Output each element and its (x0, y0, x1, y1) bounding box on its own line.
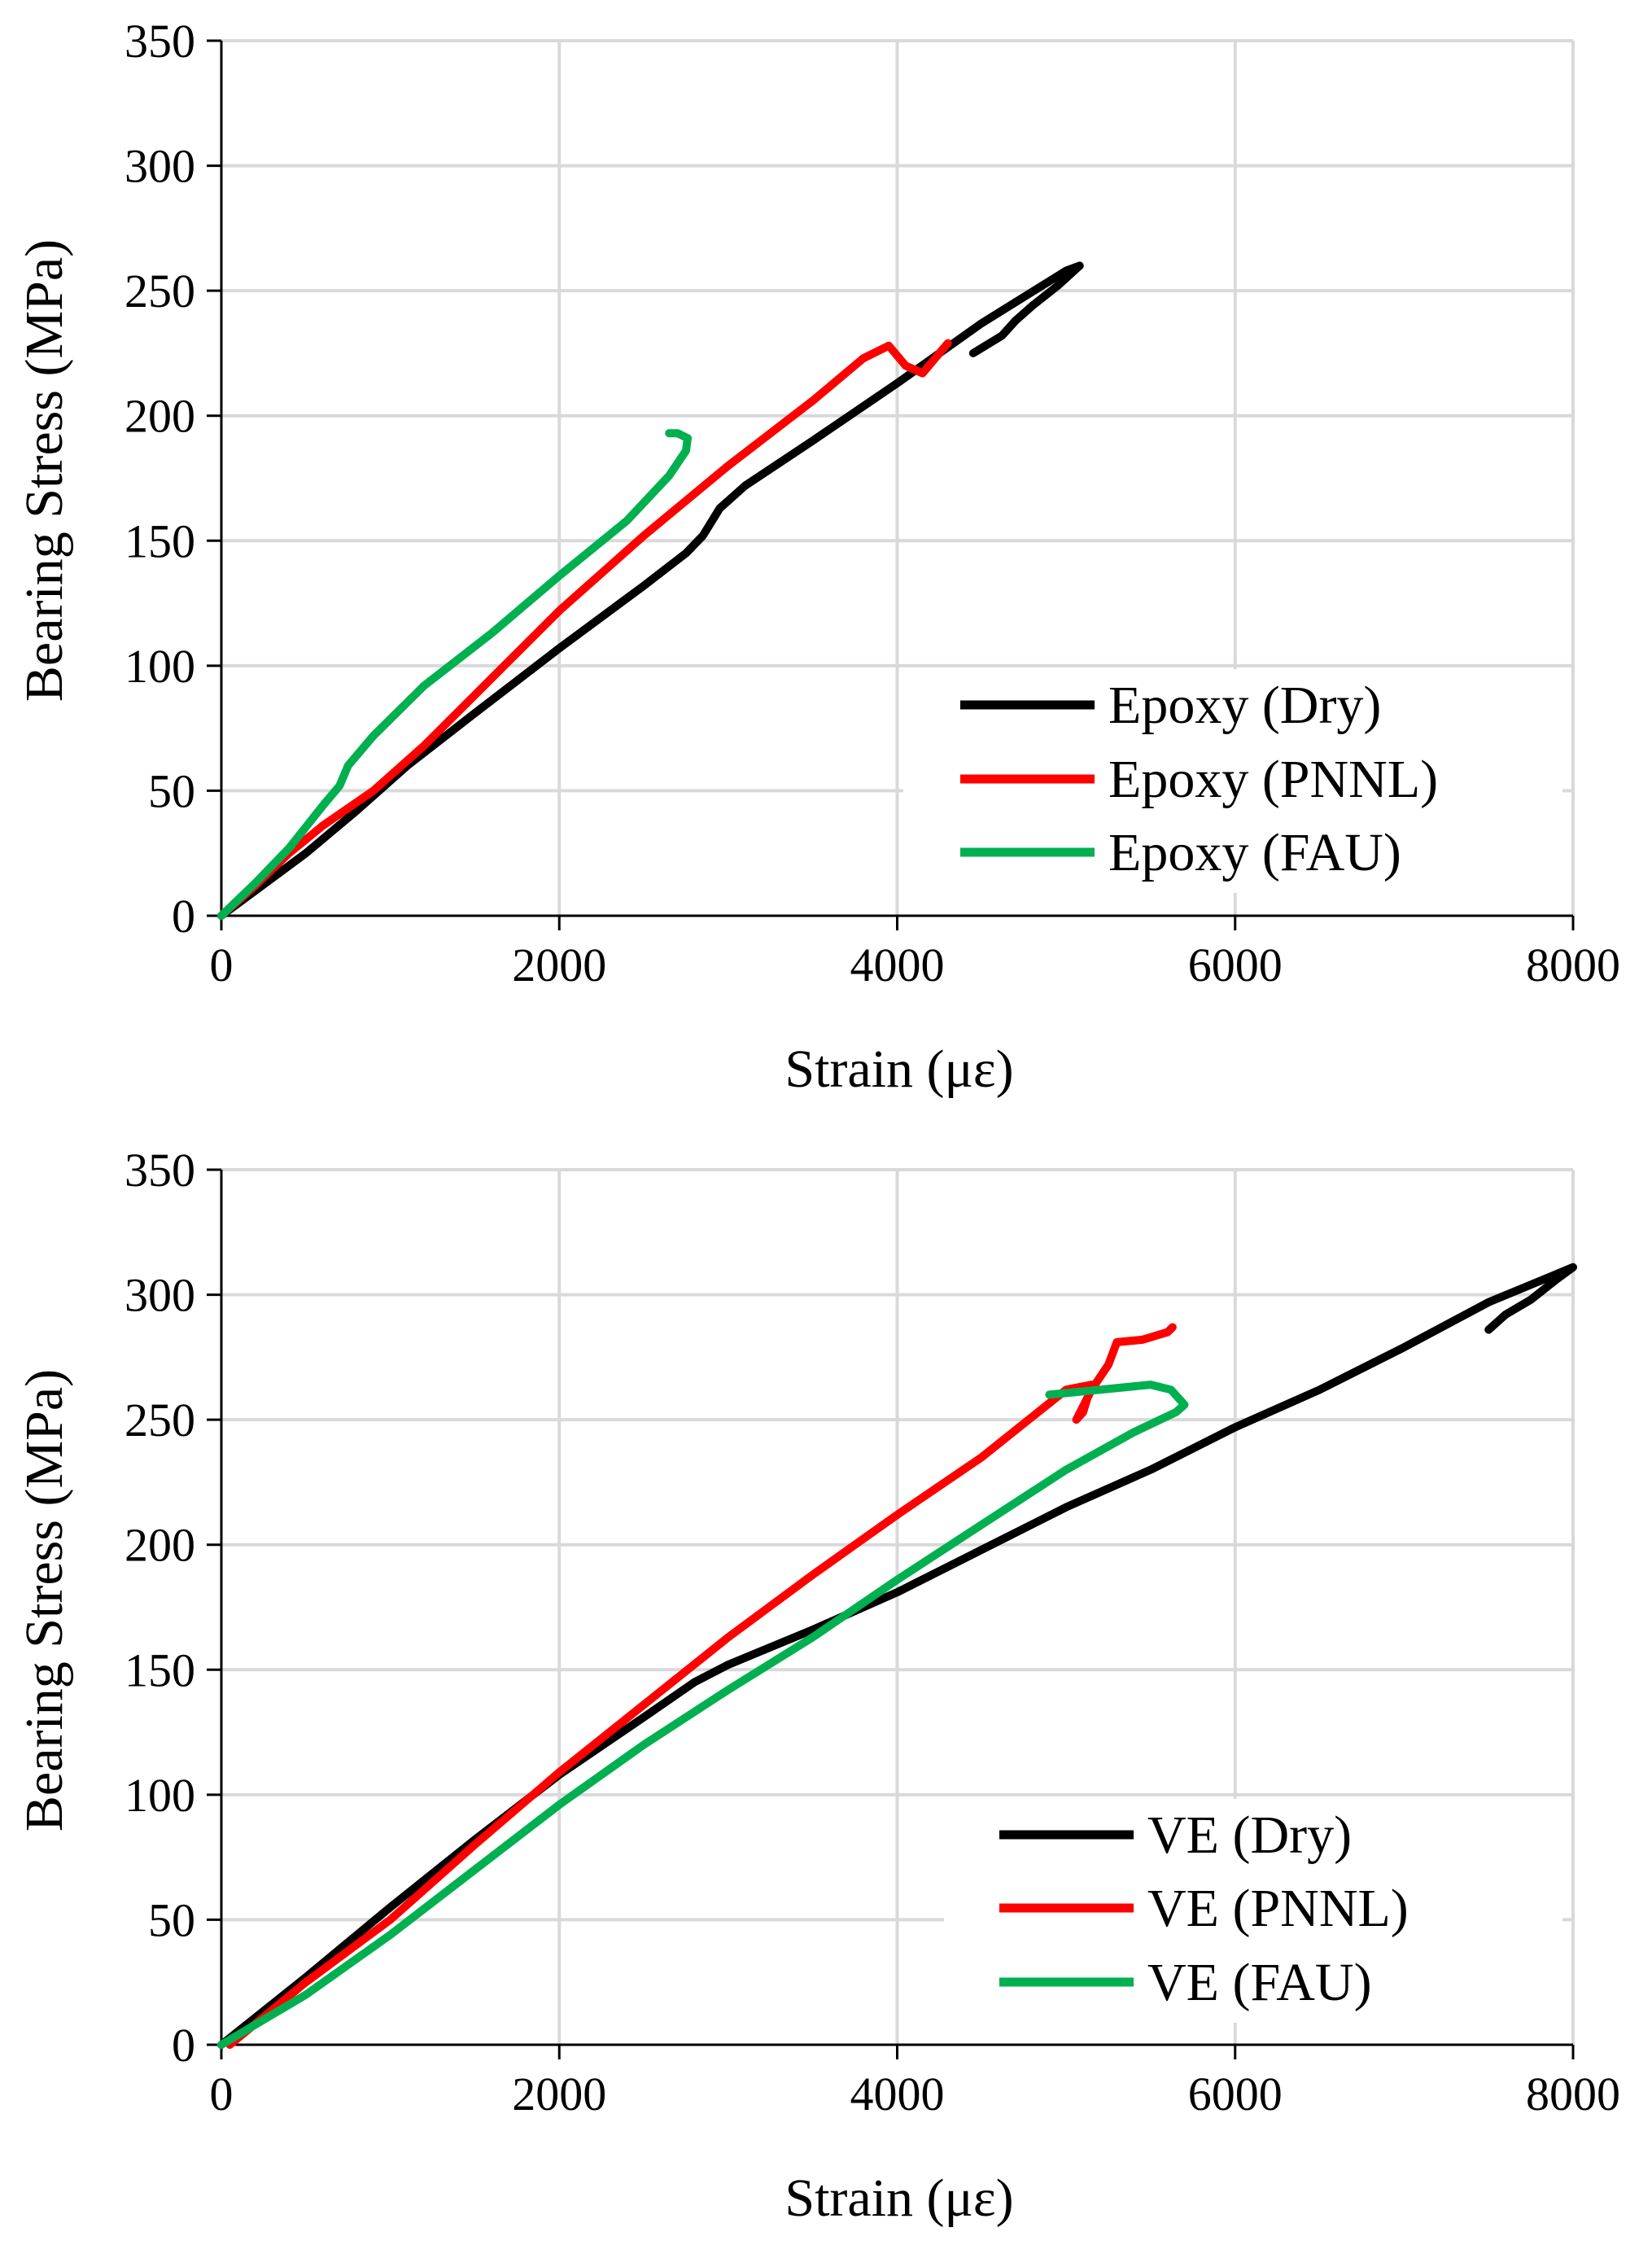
epoxy-ytick-label-0: 0 (172, 890, 195, 943)
epoxy-axes (207, 39, 1575, 930)
ve-xtick-label-0: 0 (210, 2068, 234, 2120)
series-line-ve-fau (217, 1381, 1189, 2049)
ve-ytick-label-200: 200 (125, 1519, 195, 1572)
ve-xtick-label-8000: 8000 (1526, 2068, 1620, 2120)
ve-chart-panel: 0 2000 4000 6000 8000 050100150200250300350 … (15, 1144, 1620, 2228)
epoxy-xtick-label-2000: 2000 (512, 939, 606, 991)
ve-legend-label-pnnl: VE (PNNL) (1147, 1879, 1409, 1938)
epoxy-y-tick-labels: 0 50 100 150 200 250 300 350 (125, 15, 195, 943)
ve-legend-label-dry: VE (Dry) (1147, 1805, 1352, 1865)
ve-ytick-label-100: 100 (125, 1769, 195, 1822)
epoxy-legend-label-fau: Epoxy (FAU) (1108, 823, 1401, 882)
epoxy-y-axis-title: Bearing Stress (MPa) (15, 239, 74, 702)
epoxy-x-axis-title: Strain (με) (784, 1039, 1013, 1099)
epoxy-legend: Epoxy (Dry) Epoxy (PNNL) Epoxy (FAU) (903, 669, 1562, 893)
series-line-epoxy-fau (217, 429, 692, 920)
epoxy-legend-label-dry: Epoxy (Dry) (1108, 676, 1381, 735)
ve-xtick-label-4000: 4000 (850, 2068, 945, 2120)
series-line-ve-pnnl (225, 1323, 1177, 2049)
epoxy-xtick-label-0: 0 (210, 939, 234, 991)
epoxy-ytick-label-250: 250 (125, 265, 195, 317)
epoxy-x-tick-labels: 0 2000 4000 6000 8000 (210, 939, 1621, 991)
ve-ytick-label-0: 0 (172, 2019, 195, 2072)
epoxy-series-layer (217, 261, 1084, 920)
epoxy-ytick-label-150: 150 (125, 514, 195, 567)
ve-xtick-label-6000: 6000 (1188, 2068, 1283, 2120)
epoxy-xtick-label-6000: 6000 (1188, 939, 1283, 991)
epoxy-ytick-label-50: 50 (148, 764, 195, 817)
ve-legend-label-fau: VE (FAU) (1147, 1953, 1372, 2012)
ve-y-tick-labels: 0 50 100 150 200 250 300 350 (125, 1144, 195, 2072)
epoxy-chart-panel: 0 2000 4000 6000 8000 050100150200250300350 … (15, 15, 1620, 1099)
ve-ytick-label-50: 50 (148, 1893, 195, 1946)
epoxy-xtick-label-4000: 4000 (850, 939, 945, 991)
ve-x-axis-title: Strain (με) (784, 2168, 1013, 2228)
ve-x-tick-labels: 0 2000 4000 6000 8000 (210, 2068, 1621, 2120)
ve-ytick-label-150: 150 (125, 1643, 195, 1696)
epoxy-xtick-label-8000: 8000 (1526, 939, 1620, 991)
epoxy-ytick-label-350: 350 (125, 15, 195, 68)
epoxy-ytick-label-300: 300 (125, 140, 195, 193)
ve-ytick-label-250: 250 (125, 1394, 195, 1446)
ve-legend: VE (Dry) VE (PNNL) VE (FAU) (944, 1799, 1562, 2023)
ve-ytick-label-350: 350 (125, 1144, 195, 1197)
ve-series-layer (217, 1263, 1577, 2049)
epoxy-legend-label-pnnl: Epoxy (PNNL) (1108, 750, 1438, 809)
epoxy-ytick-label-200: 200 (125, 390, 195, 443)
ve-y-axis-title: Bearing Stress (MPa) (15, 1369, 74, 1831)
ve-xtick-label-2000: 2000 (512, 2068, 606, 2120)
series-line-epoxy-pnnl (217, 339, 952, 920)
ve-ytick-label-300: 300 (125, 1269, 195, 1322)
epoxy-ytick-label-100: 100 (125, 640, 195, 693)
